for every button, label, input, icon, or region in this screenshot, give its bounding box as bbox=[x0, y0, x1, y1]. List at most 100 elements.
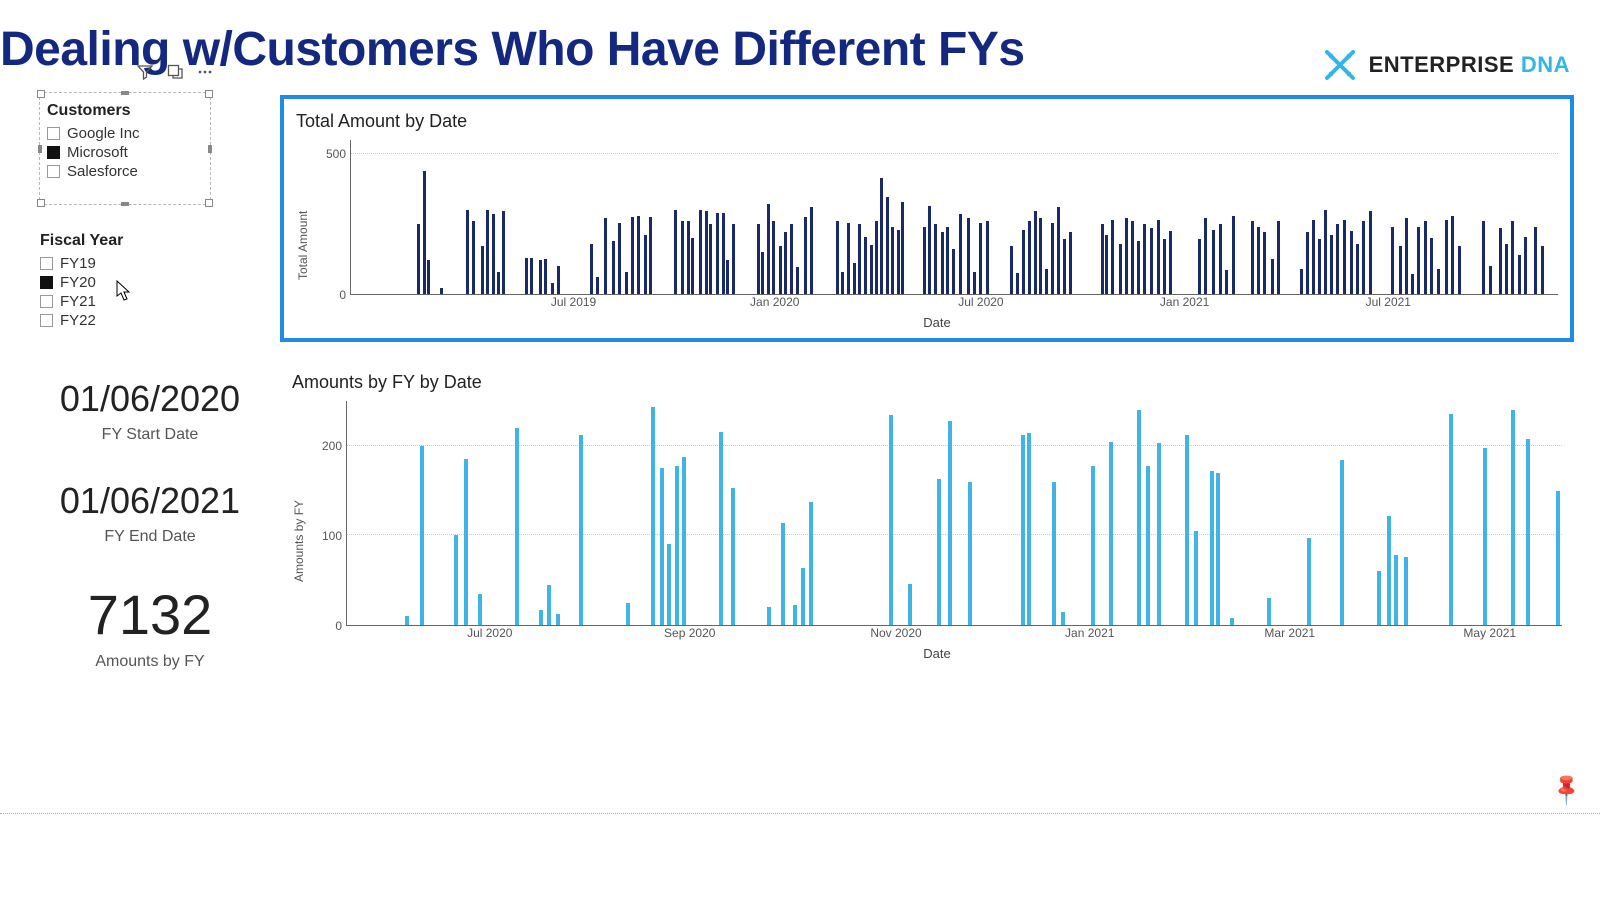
chart-bar[interactable] bbox=[667, 544, 671, 625]
chart-bar[interactable] bbox=[889, 415, 893, 625]
chart-bar[interactable] bbox=[967, 218, 970, 294]
chart-bar[interactable] bbox=[557, 266, 560, 294]
chart-bar[interactable] bbox=[793, 605, 797, 625]
chart-bar[interactable] bbox=[417, 224, 420, 294]
chart-bar[interactable] bbox=[579, 435, 583, 625]
chart-bar[interactable] bbox=[1505, 244, 1508, 294]
chart-bar[interactable] bbox=[1343, 220, 1346, 294]
chart-bar[interactable] bbox=[660, 468, 664, 625]
checkbox[interactable] bbox=[47, 146, 60, 159]
chart-bar[interactable] bbox=[675, 466, 679, 625]
chart-bar[interactable] bbox=[1069, 232, 1072, 294]
chart-bar[interactable] bbox=[973, 272, 976, 294]
chart-bar[interactable] bbox=[1230, 618, 1234, 625]
chart-bar[interactable] bbox=[886, 197, 889, 294]
chart-bar[interactable] bbox=[716, 213, 719, 294]
chart-bar[interactable] bbox=[405, 616, 409, 625]
chart-bar[interactable] bbox=[1212, 230, 1215, 294]
chart-bar[interactable] bbox=[959, 214, 962, 294]
chart-bar[interactable] bbox=[423, 171, 426, 294]
chart-bar[interactable] bbox=[1021, 435, 1025, 625]
chart-bar[interactable] bbox=[1511, 221, 1514, 294]
chart-bar[interactable] bbox=[1010, 246, 1013, 294]
checkbox[interactable] bbox=[40, 257, 53, 270]
chart-bar[interactable] bbox=[604, 218, 607, 294]
chart-bar[interactable] bbox=[1263, 232, 1266, 294]
chart-bar[interactable] bbox=[1045, 269, 1048, 294]
chart-bar[interactable] bbox=[1437, 269, 1440, 294]
chart-bar[interactable] bbox=[556, 614, 560, 625]
chart-bar[interactable] bbox=[722, 213, 725, 294]
total-amount-chart[interactable]: Total Amount by Date Total Amount 0500 J… bbox=[280, 95, 1574, 342]
chart-bar[interactable] bbox=[1362, 221, 1365, 294]
chart-bar[interactable] bbox=[420, 446, 424, 625]
chart-bar[interactable] bbox=[853, 263, 856, 294]
chart-bar[interactable] bbox=[497, 272, 500, 294]
chart-bar[interactable] bbox=[530, 258, 533, 294]
chart-bar[interactable] bbox=[1526, 439, 1530, 625]
chart-bar[interactable] bbox=[1216, 473, 1220, 625]
chart-bar[interactable] bbox=[908, 584, 912, 625]
chart-bar[interactable] bbox=[1405, 218, 1408, 294]
customers-slicer[interactable]: Customers Google IncMicrosoftSalesforce bbox=[40, 93, 210, 204]
chart-bar[interactable] bbox=[1210, 471, 1214, 625]
chart-bar[interactable] bbox=[841, 272, 844, 294]
chart-bar[interactable] bbox=[934, 224, 937, 294]
chart-bar[interactable] bbox=[923, 227, 926, 294]
chart-bar[interactable] bbox=[1028, 221, 1031, 294]
chart-bar[interactable] bbox=[1340, 460, 1344, 625]
chart-bar[interactable] bbox=[486, 210, 489, 294]
chart-bar[interactable] bbox=[1541, 246, 1544, 294]
chart-bar[interactable] bbox=[1185, 435, 1189, 625]
chart-bar[interactable] bbox=[1157, 443, 1161, 625]
chart-bar[interactable] bbox=[1232, 216, 1235, 294]
pin-icon[interactable]: 📌 bbox=[1547, 770, 1585, 808]
chart-bar[interactable] bbox=[796, 267, 799, 294]
chart-bar[interactable] bbox=[472, 221, 475, 294]
chart-bar[interactable] bbox=[644, 235, 647, 294]
chart-bar[interactable] bbox=[1101, 224, 1104, 294]
chart-bar[interactable] bbox=[809, 502, 813, 625]
chart-bar[interactable] bbox=[952, 249, 955, 294]
chart-bar[interactable] bbox=[779, 246, 782, 294]
customers-item[interactable]: Microsoft bbox=[47, 143, 203, 162]
chart-bar[interactable] bbox=[1063, 239, 1066, 294]
chart-bar[interactable] bbox=[539, 610, 543, 625]
chart-bar[interactable] bbox=[1449, 414, 1453, 625]
checkbox[interactable] bbox=[40, 276, 53, 289]
chart-bar[interactable] bbox=[1417, 227, 1420, 294]
chart-bar[interactable] bbox=[466, 210, 469, 294]
chart-bar[interactable] bbox=[1369, 211, 1372, 294]
chart-bar[interactable] bbox=[699, 210, 702, 294]
fiscal-year-item[interactable]: FY21 bbox=[40, 292, 210, 311]
chart-bar[interactable] bbox=[651, 407, 655, 625]
chart-bar[interactable] bbox=[1194, 531, 1198, 625]
chart-bar[interactable] bbox=[986, 221, 989, 294]
chart-bar[interactable] bbox=[1394, 555, 1398, 625]
fiscal-year-item[interactable]: FY19 bbox=[40, 254, 210, 273]
chart-bar[interactable] bbox=[1219, 224, 1222, 294]
chart-bar[interactable] bbox=[464, 459, 468, 625]
chart-bar[interactable] bbox=[1109, 442, 1113, 625]
chart-bar[interactable] bbox=[525, 258, 528, 294]
chart-bar[interactable] bbox=[1143, 224, 1146, 294]
chart-bar[interactable] bbox=[1051, 223, 1054, 294]
chart-bar[interactable] bbox=[1511, 410, 1515, 625]
chart-bar[interactable] bbox=[864, 237, 867, 294]
chart-bar[interactable] bbox=[1356, 244, 1359, 294]
chart-bar[interactable] bbox=[1556, 491, 1560, 625]
chart-bar[interactable] bbox=[1458, 246, 1461, 294]
chart-bar[interactable] bbox=[1387, 516, 1391, 625]
chart-bar[interactable] bbox=[674, 210, 677, 294]
chart-bar[interactable] bbox=[1300, 269, 1303, 294]
chart-bar[interactable] bbox=[1169, 231, 1172, 294]
chart-bar[interactable] bbox=[1277, 221, 1280, 294]
chart-bar[interactable] bbox=[551, 283, 554, 294]
chart-bar[interactable] bbox=[1039, 218, 1042, 294]
chart-bar[interactable] bbox=[1482, 221, 1485, 294]
chart-bar[interactable] bbox=[618, 223, 621, 294]
chart-bar[interactable] bbox=[880, 178, 883, 294]
chart-bar[interactable] bbox=[1267, 598, 1271, 625]
chart-bar[interactable] bbox=[1111, 220, 1114, 294]
chart-bar[interactable] bbox=[1225, 270, 1228, 294]
